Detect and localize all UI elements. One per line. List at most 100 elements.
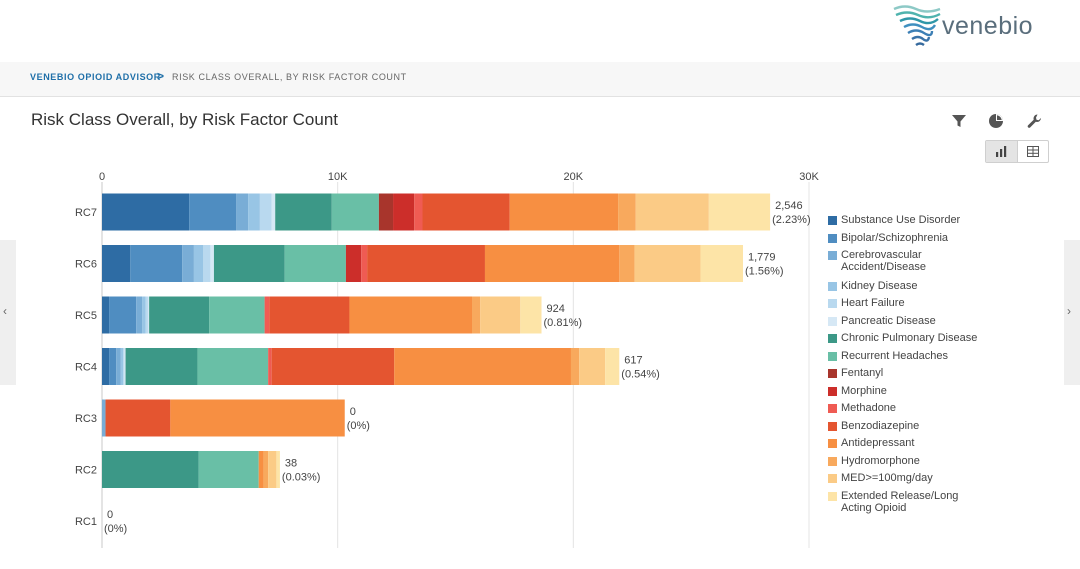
logo-wordmark: venebio [942, 12, 1034, 40]
bar-segment-rc4-12 [394, 348, 571, 385]
bar-segment-rc2-15 [276, 451, 280, 488]
bar-segment-rc3-2 [102, 399, 106, 437]
category-label: RC4 [75, 362, 97, 374]
legend-label: Pancreatic Disease [841, 314, 936, 327]
legend-swatch [828, 491, 837, 501]
bar-count-label: 0 [350, 406, 356, 418]
legend-swatch [828, 216, 837, 225]
bar-segment-rc7-15 [708, 193, 771, 231]
category-label: RC6 [75, 259, 97, 271]
x-tick-label-1: 10K [328, 171, 348, 183]
legend-label: Morphine [841, 384, 887, 397]
legend-swatch [828, 299, 837, 308]
bar-percent-label: (0.03%) [282, 472, 321, 484]
bar-segment-rc7-2 [236, 193, 249, 231]
table-view-button[interactable] [1017, 141, 1049, 162]
bar-segment-rc6-10 [361, 245, 368, 282]
bar-segment-rc5-15 [520, 296, 542, 334]
legend-swatch [828, 316, 837, 326]
bar-chart-view-button[interactable] [986, 141, 1017, 162]
category-label: RC7 [75, 207, 97, 219]
bar-segment-rc6-15 [700, 245, 744, 282]
bar-segment-rc2-6 [102, 451, 199, 488]
bar-segment-rc7-5 [271, 193, 276, 231]
bar-percent-label: (0%) [347, 420, 370, 432]
pie-chart-button[interactable] [987, 112, 1005, 130]
legend-swatch [828, 233, 837, 243]
bar-count-label: 617 [624, 355, 642, 367]
bar-segment-rc7-0 [102, 193, 190, 231]
bar-segment-rc2-12 [258, 451, 264, 488]
legend-swatch [828, 369, 837, 378]
bar-segment-rc7-13 [618, 193, 636, 231]
legend-label: Bipolar/Schizophrenia [841, 231, 949, 244]
chevron-right-icon: › [1067, 304, 1071, 318]
bar-segment-rc6-6 [213, 245, 285, 282]
next-chart-button[interactable]: › [1064, 240, 1080, 385]
legend-label: Benzodiazepine [841, 419, 920, 432]
bar-segment-rc6-1 [130, 245, 183, 282]
bar-segment-rc7-10 [414, 193, 423, 231]
bar-segment-rc4-4 [123, 348, 125, 385]
bar-segment-rc6-7 [284, 245, 346, 282]
legend-label: Extended Release/Long Acting Opioid [841, 489, 959, 514]
legend-swatch [828, 351, 837, 361]
top-header: venebio [0, 0, 1080, 62]
bar-segment-rc4-5 [124, 348, 126, 385]
bar-segment-rc7-8 [378, 193, 394, 231]
legend-label: Substance Use Disorder [841, 214, 961, 226]
bar-percent-label: (2.23%) [772, 214, 811, 226]
bar-segment-rc6-9 [345, 245, 362, 282]
legend-label: MED>=100mg/day [841, 472, 933, 484]
bar-segment-rc5-6 [149, 296, 210, 334]
legend-label: Recurrent Headaches [841, 349, 949, 362]
bar-chart-icon [996, 146, 1007, 157]
bar-segment-rc4-14 [579, 348, 606, 385]
bar-segment-rc5-13 [471, 296, 481, 334]
bar-segment-rc5-12 [349, 296, 472, 334]
bar-segment-rc4-10 [268, 348, 272, 385]
venebio-logo-mark-icon [893, 5, 941, 46]
breadcrumb-root-link[interactable]: VENEBIO OPIOID ADVISOR [30, 72, 161, 82]
chevron-left-icon: ‹ [3, 304, 7, 318]
legend-swatch [828, 439, 837, 448]
bar-segment-rc7-12 [509, 193, 619, 231]
legend-label: Cerebrovascular Accident/Disease [841, 249, 926, 273]
legend-label: Methadone [841, 402, 897, 414]
bar-segment-rc4-3 [120, 348, 124, 385]
filter-button[interactable] [950, 112, 968, 130]
bar-segment-rc2-14 [268, 451, 277, 488]
legend-swatch [828, 334, 837, 343]
bar-segment-rc7-7 [331, 193, 379, 231]
bar-count-label: 0 [107, 509, 113, 521]
breadcrumb-separator: > [157, 69, 165, 83]
category-label: RC2 [75, 465, 97, 477]
category-label: RC1 [75, 516, 97, 528]
bar-segment-rc7-14 [635, 193, 709, 231]
bar-segment-rc7-4 [259, 193, 272, 231]
venebio-logo[interactable]: venebio [892, 3, 1052, 49]
previous-chart-button[interactable]: ‹ [0, 240, 16, 385]
bar-percent-label: (0%) [104, 523, 127, 535]
bar-segment-rc7-1 [189, 193, 237, 231]
legend-label: Antidepressant [841, 437, 915, 449]
x-tick-label-3: 30K [799, 171, 819, 183]
bar-segment-rc7-3 [248, 193, 260, 231]
legend-label: Heart Failure [841, 297, 905, 309]
bar-segment-rc5-14 [480, 296, 521, 334]
bar-segment-rc7-6 [275, 193, 332, 231]
bar-segment-rc5-4 [145, 296, 148, 334]
table-icon [1027, 146, 1039, 157]
bar-segment-rc6-12 [484, 245, 620, 282]
legend-label: Chronic Pulmonary Disease [841, 332, 978, 344]
legend-swatch [828, 474, 837, 483]
category-label: RC5 [75, 310, 97, 322]
breadcrumb: VENEBIO OPIOID ADVISOR > RISK CLASS OVER… [0, 62, 1080, 97]
legend-label: Hydromorphone [841, 454, 920, 467]
bar-segment-rc6-4 [203, 245, 211, 282]
bar-count-label: 1,779 [748, 252, 776, 264]
x-tick-label-0: 0 [99, 171, 105, 183]
bar-segment-rc5-5 [147, 296, 150, 334]
settings-button[interactable] [1025, 112, 1043, 130]
view-toggle [985, 140, 1049, 163]
